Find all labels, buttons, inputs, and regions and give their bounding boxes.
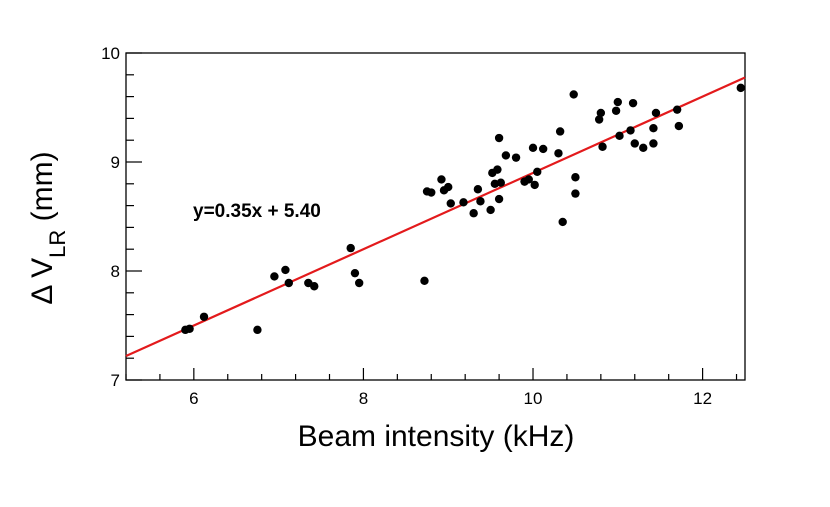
data-point [571, 173, 580, 182]
data-point [511, 153, 521, 162]
data-point [469, 209, 478, 218]
x-tick-label: 12 [693, 389, 712, 408]
data-point [493, 165, 502, 174]
x-axis-title: Beam intensity (kHz) [298, 420, 575, 453]
data-point [594, 115, 604, 124]
data-point [496, 178, 505, 187]
fit-line [125, 76, 746, 358]
data-point [569, 90, 578, 99]
y-axis-title-prefix: Δ V [26, 258, 59, 305]
plot-frame [125, 52, 746, 381]
data-point [555, 127, 565, 136]
data-point [554, 149, 563, 158]
y-axis-title-suffix: (mm) [26, 151, 59, 229]
data-point [459, 198, 468, 207]
data-point [530, 180, 539, 190]
data-point [486, 205, 495, 215]
fit-line-group [125, 76, 746, 358]
data-point [253, 325, 262, 335]
data-point [420, 276, 429, 286]
data-point [444, 182, 453, 192]
data-point [571, 189, 580, 198]
data-point [611, 106, 621, 115]
data-point [284, 278, 294, 288]
data-point [533, 167, 542, 177]
data-point [494, 133, 504, 143]
data-point [446, 199, 455, 208]
data-point [310, 282, 319, 291]
data-point [270, 272, 279, 281]
data-point [473, 185, 483, 194]
data-point [596, 108, 606, 118]
data-point [185, 324, 194, 333]
data-point [649, 124, 658, 133]
data-point [558, 217, 567, 227]
plot-axes: 6 8 10 12 7 8 9 10 [101, 44, 746, 408]
data-point [615, 131, 624, 141]
x-tick-label: 10 [524, 389, 543, 408]
data-point [199, 312, 209, 321]
data-point [649, 139, 658, 148]
data-point [613, 97, 623, 107]
data-point [346, 243, 355, 253]
data-point [538, 144, 548, 154]
data-point [651, 108, 661, 118]
y-axis-title: Δ VLR (mm) [26, 151, 70, 304]
data-point [528, 143, 538, 153]
data-points [181, 83, 745, 335]
data-point [476, 197, 485, 206]
data-point [350, 268, 360, 278]
fit-equation-label: y=0.35x + 5.40 [193, 201, 321, 222]
data-point [639, 143, 648, 153]
y-axis-title-subscript: LR [45, 230, 70, 258]
data-point [501, 151, 511, 160]
data-point [628, 98, 638, 108]
x-tick-label: 8 [359, 389, 368, 408]
data-point [524, 175, 533, 184]
y-tick-label: 8 [111, 262, 120, 281]
x-tick-label: 6 [189, 389, 198, 408]
data-point [674, 121, 684, 131]
data-point [626, 126, 635, 135]
data-point [437, 175, 446, 184]
data-point [494, 194, 504, 204]
y-tick-label: 10 [101, 44, 120, 63]
data-point [427, 188, 436, 197]
data-point [354, 278, 364, 288]
data-point [736, 83, 745, 93]
y-tick-label: 9 [111, 153, 120, 172]
data-point [281, 265, 290, 275]
data-point [598, 142, 607, 151]
data-point [672, 105, 682, 114]
y-tick-label: 7 [111, 371, 120, 390]
data-point [630, 139, 639, 148]
